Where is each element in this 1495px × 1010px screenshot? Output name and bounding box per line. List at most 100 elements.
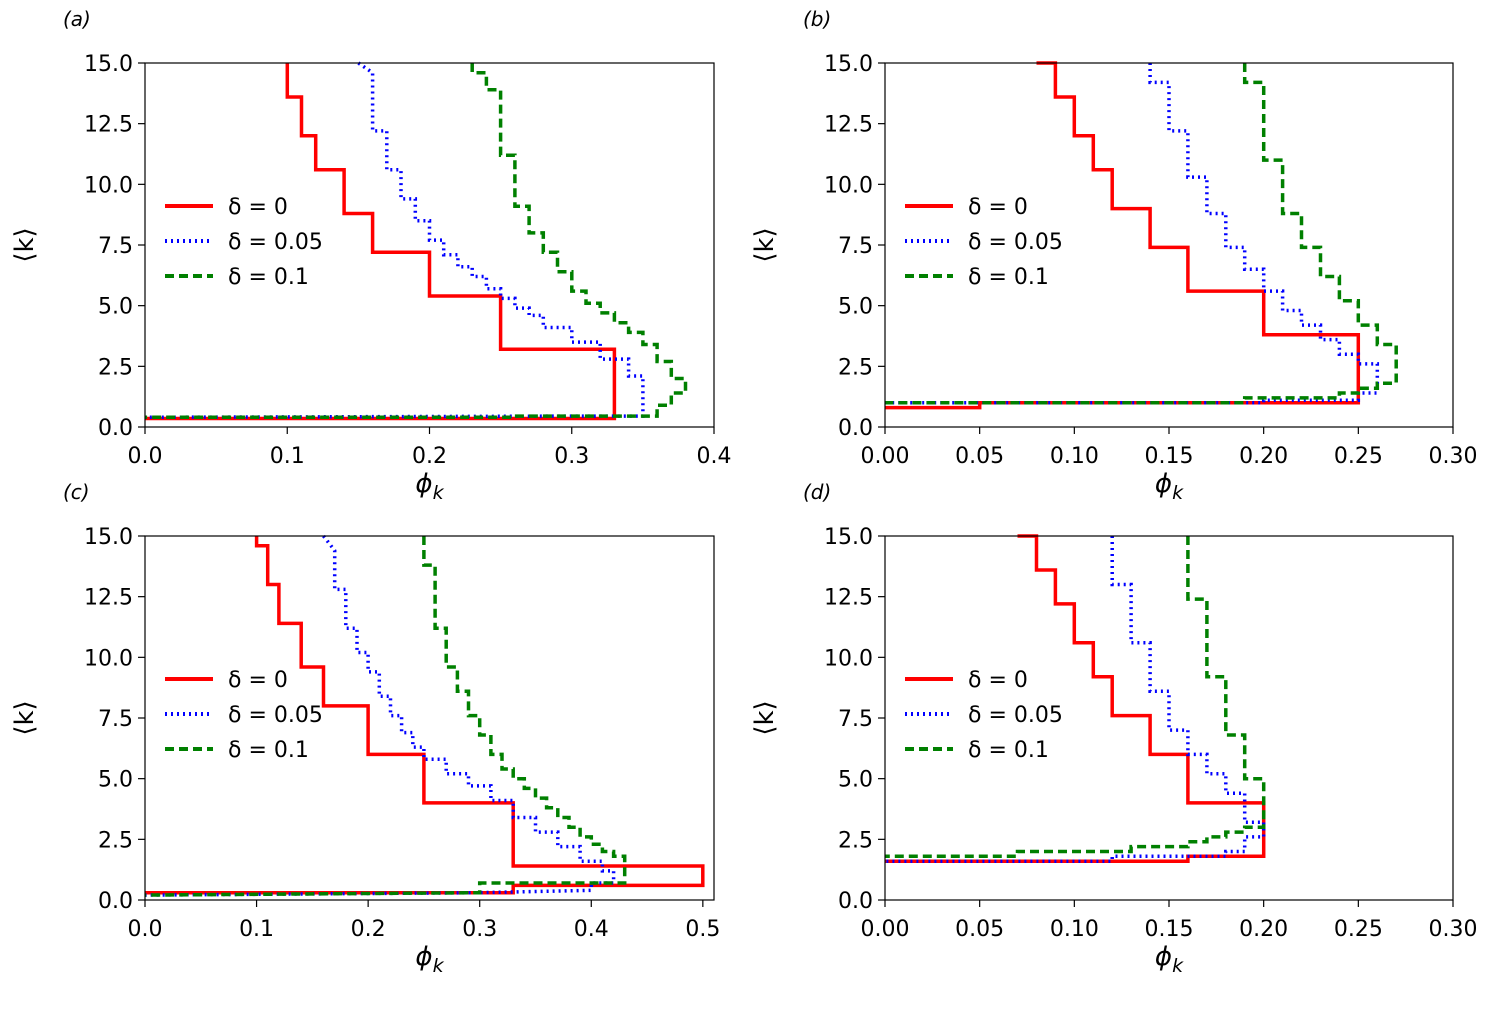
y-tick-label: 10.0 xyxy=(84,173,133,198)
x-tick-label: 0.20 xyxy=(1239,444,1288,469)
series-line-2 xyxy=(885,536,1266,859)
legend-label-2: δ = 0.1 xyxy=(968,265,1049,290)
y-axis-label: ⟨k⟩ xyxy=(10,700,40,735)
x-tick-label: 0.3 xyxy=(554,444,589,469)
x-tick-label: 0.10 xyxy=(1050,917,1099,942)
y-axis-label: ⟨k⟩ xyxy=(750,700,780,735)
y-tick-label: 2.5 xyxy=(98,828,133,853)
series-line-1 xyxy=(885,536,1266,863)
x-axis-label-main: ϕ xyxy=(415,942,432,972)
y-tick-label: 5.0 xyxy=(98,295,133,320)
panel-3: 0.00 0.05 0.10 0.15 0.20 0.25 0.30 0.0 2.5 5.0 7.5… xyxy=(750,480,1477,977)
legend-label-1: δ = 0.05 xyxy=(228,230,323,255)
y-tick-label: 15.0 xyxy=(824,52,873,77)
panel-label: (a) xyxy=(63,7,91,31)
y-tick-label: 0.0 xyxy=(838,416,873,441)
x-tick-label: 0.0 xyxy=(128,444,163,469)
x-tick-label: 0.20 xyxy=(1239,917,1288,942)
x-tick-label: 0.0 xyxy=(128,917,163,942)
panel-0: 0.0 0.1 0.2 0.3 0.4 0.0 2.5 5.0 7.5 10.0 12.5 15.0 ϕ… xyxy=(10,7,732,504)
panel-2: 0.0 0.1 0.2 0.3 0.4 0.5 0.0 2.5 5.0 7.5 10.0 12.5 15… xyxy=(10,480,720,977)
y-tick-label: 12.5 xyxy=(84,586,133,611)
x-axis-label: ϕk xyxy=(1155,469,1184,504)
y-tick-label: 0.0 xyxy=(98,416,133,441)
y-tick-label: 7.5 xyxy=(838,707,873,732)
x-axis-label: ϕk xyxy=(1155,942,1184,977)
y-tick-label: 7.5 xyxy=(98,234,133,259)
x-tick-label: 0.2 xyxy=(412,444,447,469)
x-axis-label-sub: k xyxy=(433,482,445,504)
y-tick-label: 5.0 xyxy=(838,768,873,793)
series-line-1 xyxy=(145,534,616,897)
y-tick-label: 10.0 xyxy=(824,646,873,671)
panel-label: (d) xyxy=(803,480,831,504)
y-axis-label: ⟨k⟩ xyxy=(10,227,40,262)
legend-label-2: δ = 0.1 xyxy=(228,265,309,290)
y-tick-label: 15.0 xyxy=(84,52,133,77)
y-tick-label: 0.0 xyxy=(98,889,133,914)
x-axis-label-main: ϕ xyxy=(1155,469,1172,499)
legend-label-2: δ = 0.1 xyxy=(228,738,309,763)
panel-label: (c) xyxy=(63,480,90,504)
x-axis-label: ϕk xyxy=(415,942,444,977)
x-tick-label: 0.30 xyxy=(1429,444,1478,469)
x-tick-label: 0.4 xyxy=(697,444,732,469)
y-tick-label: 15.0 xyxy=(824,525,873,550)
series-line-2 xyxy=(145,63,688,420)
x-tick-label: 0.15 xyxy=(1145,917,1194,942)
y-tick-label: 2.5 xyxy=(838,355,873,380)
x-tick-label: 0.30 xyxy=(1429,917,1478,942)
x-tick-label: 0.3 xyxy=(462,917,497,942)
legend-label-1: δ = 0.05 xyxy=(228,703,323,728)
legend-label-1: δ = 0.05 xyxy=(968,703,1063,728)
series-line-2 xyxy=(885,63,1398,405)
y-tick-label: 12.5 xyxy=(824,586,873,611)
y-tick-label: 12.5 xyxy=(824,113,873,138)
legend-label-1: δ = 0.05 xyxy=(968,230,1063,255)
series-line-0 xyxy=(885,534,1266,863)
x-axis-label-sub: k xyxy=(433,955,445,977)
legend-label-2: δ = 0.1 xyxy=(968,738,1049,763)
legend: δ = 0 δ = 0.05 δ = 0.1 xyxy=(905,668,1063,763)
y-tick-label: 2.5 xyxy=(838,828,873,853)
x-tick-label: 0.25 xyxy=(1334,917,1383,942)
series-line-1 xyxy=(885,63,1380,405)
y-axis-label: ⟨k⟩ xyxy=(750,227,780,262)
x-tick-label: 0.05 xyxy=(955,444,1004,469)
x-tick-label: 0.2 xyxy=(351,917,386,942)
x-tick-label: 0.00 xyxy=(861,917,910,942)
y-tick-label: 5.0 xyxy=(838,295,873,320)
y-tick-label: 2.5 xyxy=(98,355,133,380)
x-tick-label: 0.1 xyxy=(270,444,305,469)
x-tick-label: 0.15 xyxy=(1145,444,1194,469)
legend: δ = 0 δ = 0.05 δ = 0.1 xyxy=(905,195,1063,290)
panel-1: 0.00 0.05 0.10 0.15 0.20 0.25 0.30 0.0 2.5 5.0 7.5… xyxy=(750,7,1477,504)
x-tick-label: 0.5 xyxy=(685,917,720,942)
legend-label-0: δ = 0 xyxy=(968,195,1028,220)
x-axis-label-sub: k xyxy=(1172,955,1184,977)
x-tick-label: 0.10 xyxy=(1050,444,1099,469)
series-line-0 xyxy=(145,536,705,895)
panel-label: (b) xyxy=(803,7,831,31)
y-tick-label: 5.0 xyxy=(98,768,133,793)
y-tick-label: 15.0 xyxy=(84,525,133,550)
y-tick-label: 10.0 xyxy=(84,646,133,671)
x-axis-label-main: ϕ xyxy=(415,469,432,499)
y-tick-label: 10.0 xyxy=(824,173,873,198)
x-tick-label: 0.00 xyxy=(861,444,910,469)
series-line-0 xyxy=(885,61,1361,410)
series-line-0 xyxy=(145,63,617,421)
x-tick-label: 0.1 xyxy=(239,917,274,942)
x-axis-label-main: ϕ xyxy=(1155,942,1172,972)
x-axis-label-sub: k xyxy=(1172,482,1184,504)
x-tick-label: 0.05 xyxy=(955,917,1004,942)
y-tick-label: 0.0 xyxy=(838,889,873,914)
legend: δ = 0 δ = 0.05 δ = 0.1 xyxy=(165,668,323,763)
x-axis-label: ϕk xyxy=(415,469,444,504)
legend: δ = 0 δ = 0.05 δ = 0.1 xyxy=(165,195,323,290)
series-line-2 xyxy=(145,536,627,897)
series-line-1 xyxy=(145,61,645,420)
x-tick-label: 0.4 xyxy=(574,917,609,942)
x-tick-label: 0.25 xyxy=(1334,444,1383,469)
